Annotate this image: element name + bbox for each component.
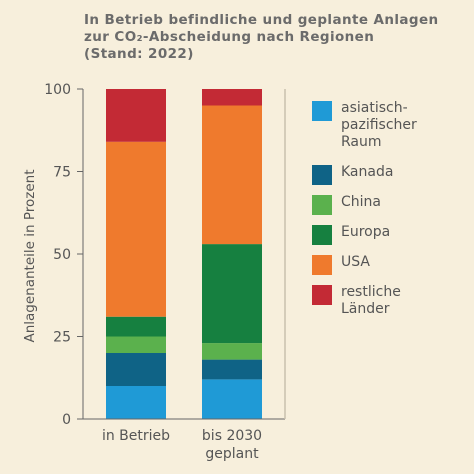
legend-label: Europa xyxy=(341,224,461,241)
legend-swatch xyxy=(312,195,332,215)
legend-item-5: restliche Länder xyxy=(312,284,461,318)
bar-segment-0-2 xyxy=(106,336,166,353)
legend-swatch xyxy=(312,225,332,245)
legend-swatch xyxy=(312,101,332,121)
legend-item-4: USA xyxy=(312,254,461,275)
legend-label-line: restliche xyxy=(341,284,401,300)
bar-segment-0-4 xyxy=(106,141,166,317)
legend-label-line: Raum xyxy=(341,134,382,150)
bar-segment-1-2 xyxy=(202,343,262,360)
legend-label-line: Kanada xyxy=(341,164,394,180)
legend-item-3: Europa xyxy=(312,224,461,245)
legend-label: restliche Länder xyxy=(341,284,461,318)
bar-segment-1-5 xyxy=(202,89,262,106)
legend-swatch xyxy=(312,255,332,275)
legend-label: China xyxy=(341,194,461,211)
x-tick-label-1: bis 2030 geplant xyxy=(202,428,262,462)
x-tick-label-line: in Betrieb xyxy=(102,428,170,444)
bar-segment-1-1 xyxy=(202,359,262,380)
legend-item-2: China xyxy=(312,194,461,215)
legend-label-line: asiatisch- xyxy=(341,100,408,116)
legend-label-line: Länder xyxy=(341,301,390,317)
legend-item-0: asiatisch-pazifischer Raum xyxy=(312,100,461,151)
bar-segment-0-3 xyxy=(106,316,166,337)
legend-label-line: Europa xyxy=(341,224,391,240)
title-line-2: zur CO₂-Abscheidung nach Regionen xyxy=(84,29,375,45)
bar-segment-0-1 xyxy=(106,353,166,386)
legend-label: USA xyxy=(341,254,461,271)
legend-label-line: China xyxy=(341,194,381,210)
legend-label-line: USA xyxy=(341,254,370,270)
title-line-3: (Stand: 2022) xyxy=(84,46,194,62)
bar-segment-0-5 xyxy=(106,89,166,142)
x-tick-label-line: bis 2030 xyxy=(202,428,262,444)
legend-label: Kanada xyxy=(341,164,461,181)
axes-group: in Betrieb bis 2030 geplant 0 25 50 75 100 xyxy=(44,82,286,462)
y-tick-label-3: 75 xyxy=(53,165,71,181)
legend-swatch xyxy=(312,165,332,185)
x-tick-label-0: in Betrieb xyxy=(102,428,170,444)
bar-segment-0-0 xyxy=(106,386,166,419)
bar-segment-1-0 xyxy=(202,379,262,419)
x-tick-label-line: geplant xyxy=(205,446,259,462)
bars-group xyxy=(106,89,262,419)
y-tick-label-1: 25 xyxy=(53,330,71,346)
y-axis-label: Anlagenanteile in Prozent xyxy=(22,169,38,342)
y-tick-label-4: 100 xyxy=(44,82,71,98)
chart-title: In Betrieb befindliche und geplante Anla… xyxy=(84,12,439,63)
legend-swatch xyxy=(312,285,332,305)
legend-label: asiatisch-pazifischer Raum xyxy=(341,100,461,151)
legend-label-line: pazifischer xyxy=(341,117,417,133)
bar-segment-1-4 xyxy=(202,105,262,245)
legend-item-1: Kanada xyxy=(312,164,461,185)
bar-segment-1-3 xyxy=(202,244,262,344)
legend: asiatisch-pazifischer Raum Kanada China Euro… xyxy=(312,100,461,331)
y-tick-label-2: 50 xyxy=(53,247,71,263)
y-tick-label-0: 0 xyxy=(62,412,71,428)
title-line-1: In Betrieb befindliche und geplante Anla… xyxy=(84,12,439,28)
